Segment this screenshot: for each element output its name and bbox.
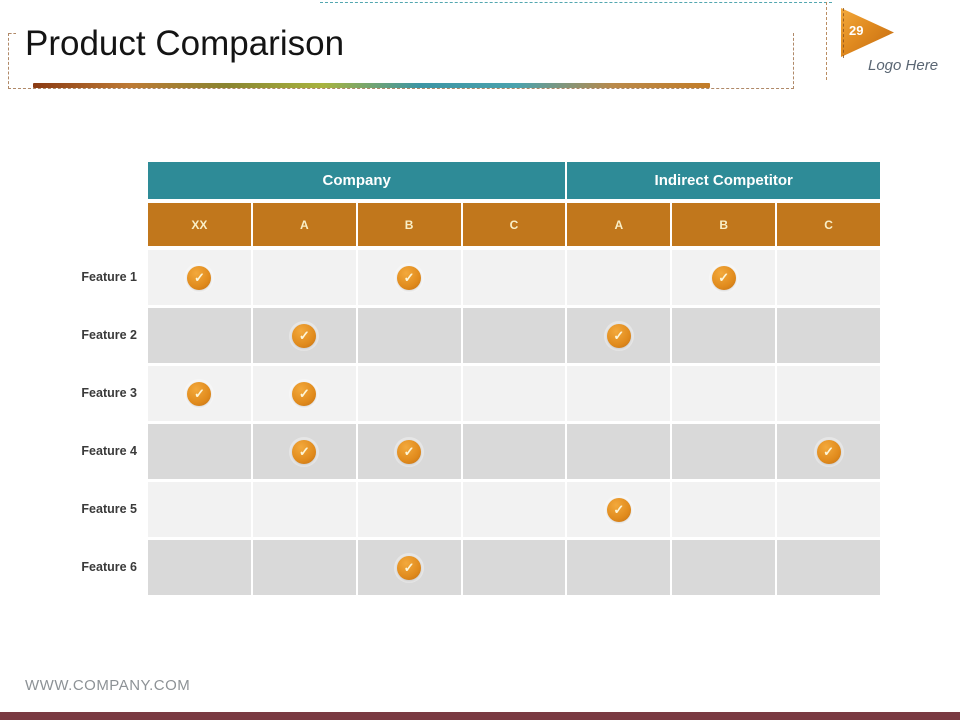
table-cell <box>777 250 880 305</box>
table-column-header-row: XX A B C A B C <box>148 203 880 246</box>
table-column-header-1: A <box>252 203 356 246</box>
table-cell <box>672 366 776 421</box>
table-cell <box>462 482 566 537</box>
table-cell <box>672 482 776 537</box>
table-cell <box>567 250 671 305</box>
table-cell <box>148 540 251 595</box>
bottom-accent-bar <box>0 712 960 720</box>
feature-row-label: Feature 5 <box>81 502 137 516</box>
table-cell <box>148 424 251 479</box>
table-cell <box>148 482 251 537</box>
table-cell <box>567 366 671 421</box>
table-body: ✓ ✓ ✓ ✓ ✓ ✓ ✓ ✓ ✓ ✓ ✓ ✓ <box>148 250 880 595</box>
check-icon: ✓ <box>292 323 317 348</box>
feature-row-label: Feature 4 <box>81 444 137 458</box>
check-icon: ✓ <box>711 265 736 290</box>
check-icon: ✓ <box>397 439 422 464</box>
table-cell <box>357 366 461 421</box>
table-cell: ✓ <box>357 540 461 595</box>
table-cell <box>462 250 566 305</box>
title-placeholder-border <box>8 33 794 89</box>
table-cell <box>777 482 880 537</box>
feature-row-label: Feature 3 <box>81 386 137 400</box>
dashed-triangle-line <box>843 8 844 58</box>
dashed-right-line <box>826 2 827 80</box>
check-icon: ✓ <box>187 265 212 290</box>
table-cell: ✓ <box>357 250 461 305</box>
page-number: 29 <box>849 23 864 38</box>
table-row: ✓ ✓ <box>148 366 880 421</box>
table-cell: ✓ <box>777 424 880 479</box>
table-row: ✓ <box>148 540 880 595</box>
feature-row-label: Feature 1 <box>81 270 137 284</box>
table-cell: ✓ <box>148 366 251 421</box>
check-icon: ✓ <box>292 381 317 406</box>
table-cell <box>357 308 461 363</box>
table-cell <box>567 540 671 595</box>
feature-row-label: Feature 2 <box>81 328 137 342</box>
footer-url: WWW.COMPANY.COM <box>25 677 191 694</box>
table-cell: ✓ <box>567 482 671 537</box>
table-cell <box>672 540 776 595</box>
table-cell <box>357 482 461 537</box>
table-cell <box>462 424 566 479</box>
table-cell: ✓ <box>672 250 776 305</box>
table-row: ✓ <box>148 482 880 537</box>
table-group-header-row: Company Indirect Competitor <box>148 162 880 199</box>
table-cell <box>777 540 880 595</box>
check-icon: ✓ <box>606 497 631 522</box>
table-cell <box>777 366 880 421</box>
check-icon: ✓ <box>187 381 212 406</box>
table-cell <box>777 308 880 363</box>
table-cell <box>148 308 251 363</box>
check-icon: ✓ <box>606 323 631 348</box>
table-cell: ✓ <box>148 250 251 305</box>
table-column-header-4: A <box>567 203 671 246</box>
table-row: ✓ ✓ ✓ <box>148 424 880 479</box>
table-row: ✓ ✓ <box>148 308 880 363</box>
table-cell <box>672 308 776 363</box>
feature-label-column: Feature 1 Feature 2 Feature 3 Feature 4 Feat… <box>20 250 137 598</box>
table-cell <box>462 366 566 421</box>
check-icon: ✓ <box>292 439 317 464</box>
title-accent-line <box>33 83 710 88</box>
table-cell <box>567 424 671 479</box>
table-cell <box>462 308 566 363</box>
table-column-header-5: B <box>672 203 776 246</box>
check-icon: ✓ <box>816 439 841 464</box>
page-title: Product Comparison <box>25 24 345 63</box>
table-cell: ✓ <box>252 366 356 421</box>
table-cell <box>252 250 356 305</box>
table-cell <box>252 540 356 595</box>
dashed-top-line <box>320 2 832 3</box>
table-cell: ✓ <box>252 308 356 363</box>
table-cell <box>672 424 776 479</box>
table-group-header-0: Company <box>148 162 566 199</box>
table-cell <box>252 482 356 537</box>
table-column-header-3: C <box>462 203 566 246</box>
table-cell: ✓ <box>567 308 671 363</box>
logo-placeholder: Logo Here <box>868 57 939 74</box>
table-column-header-2: B <box>357 203 461 246</box>
comparison-table: Company Indirect Competitor XX A B C A B C ✓ ✓ ✓ ✓… <box>148 162 880 598</box>
table-cell: ✓ <box>357 424 461 479</box>
table-column-header-6: C <box>777 203 880 246</box>
table-cell: ✓ <box>252 424 356 479</box>
check-icon: ✓ <box>397 555 422 580</box>
table-column-header-0: XX <box>148 203 251 246</box>
feature-row-label: Feature 6 <box>81 560 137 574</box>
check-icon: ✓ <box>397 265 422 290</box>
table-group-header-1: Indirect Competitor <box>567 162 880 199</box>
table-row: ✓ ✓ ✓ <box>148 250 880 305</box>
table-cell <box>462 540 566 595</box>
